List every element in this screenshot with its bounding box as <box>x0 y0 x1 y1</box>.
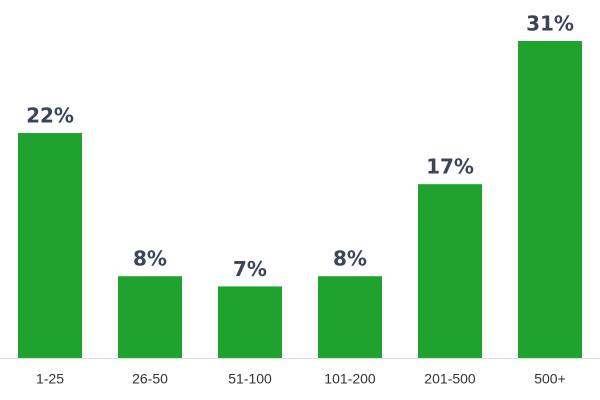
value-label: 7% <box>233 257 267 281</box>
value-label: 22% <box>26 104 74 128</box>
value-label: 31% <box>526 12 574 36</box>
value-label: 8% <box>333 247 367 271</box>
value-label: 17% <box>426 155 474 179</box>
x-tick-label: 1-25 <box>36 371 64 387</box>
x-tick-label: 101-200 <box>324 371 376 387</box>
bar <box>518 41 582 358</box>
x-tick-label: 51-100 <box>228 371 272 387</box>
value-label: 8% <box>133 247 167 271</box>
x-tick-label: 26-50 <box>132 371 168 387</box>
bar <box>418 184 482 358</box>
bar <box>118 276 182 358</box>
bar <box>18 133 82 358</box>
bar <box>218 286 282 358</box>
bar <box>318 276 382 358</box>
x-tick-label: 201-500 <box>424 371 476 387</box>
x-tick-label: 500+ <box>534 371 566 387</box>
